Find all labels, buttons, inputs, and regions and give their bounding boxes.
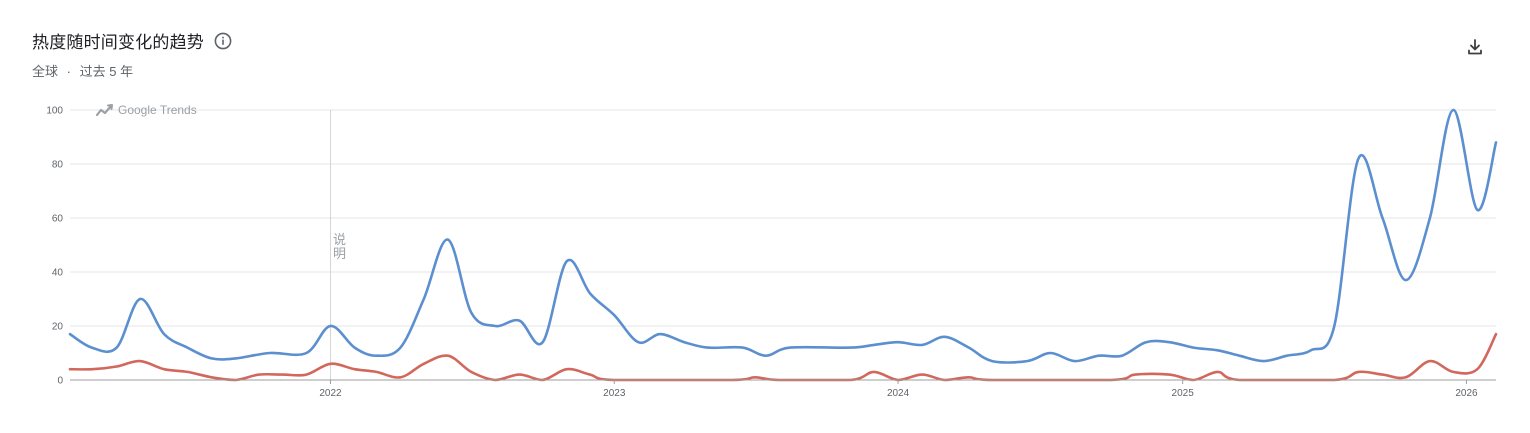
y-tick-label: 60 — [52, 214, 64, 225]
region-label: 全球 — [32, 64, 59, 79]
subtitle-separator: · — [66, 64, 71, 79]
x-tick-label: 2023 — [603, 388, 626, 399]
y-tick-label: 0 — [57, 376, 63, 387]
y-tick-label: 100 — [46, 106, 63, 117]
series-line-1 — [68, 108, 1498, 364]
x-tick-label: 2022 — [319, 388, 342, 399]
download-button[interactable] — [1462, 34, 1488, 60]
chart-title: 热度随时间变化的趋势 — [32, 33, 204, 52]
google-trends-logo-icon — [95, 104, 113, 117]
chart-subtitle: 全球 · 过去 5 年 — [32, 61, 232, 80]
x-tick-label: 2025 — [1172, 388, 1195, 399]
chart-header: 热度随时间变化的趋势 全球 · 过去 5 年 — [32, 28, 232, 80]
download-icon — [1468, 39, 1482, 55]
y-tick-label: 80 — [52, 160, 64, 171]
watermark-text: Google Trends — [118, 103, 197, 117]
x-tick-label: 2024 — [887, 388, 910, 399]
annotation-label[interactable]: 明 — [333, 246, 346, 261]
y-tick-label: 40 — [52, 268, 64, 279]
title-row: 热度随时间变化的趋势 — [32, 28, 232, 53]
annotation-label[interactable]: 说 — [333, 232, 346, 247]
period-label: 过去 5 年 — [79, 64, 134, 79]
y-tick-label: 20 — [52, 322, 64, 333]
x-tick-label: 2026 — [1455, 388, 1478, 399]
info-icon[interactable] — [214, 32, 232, 50]
